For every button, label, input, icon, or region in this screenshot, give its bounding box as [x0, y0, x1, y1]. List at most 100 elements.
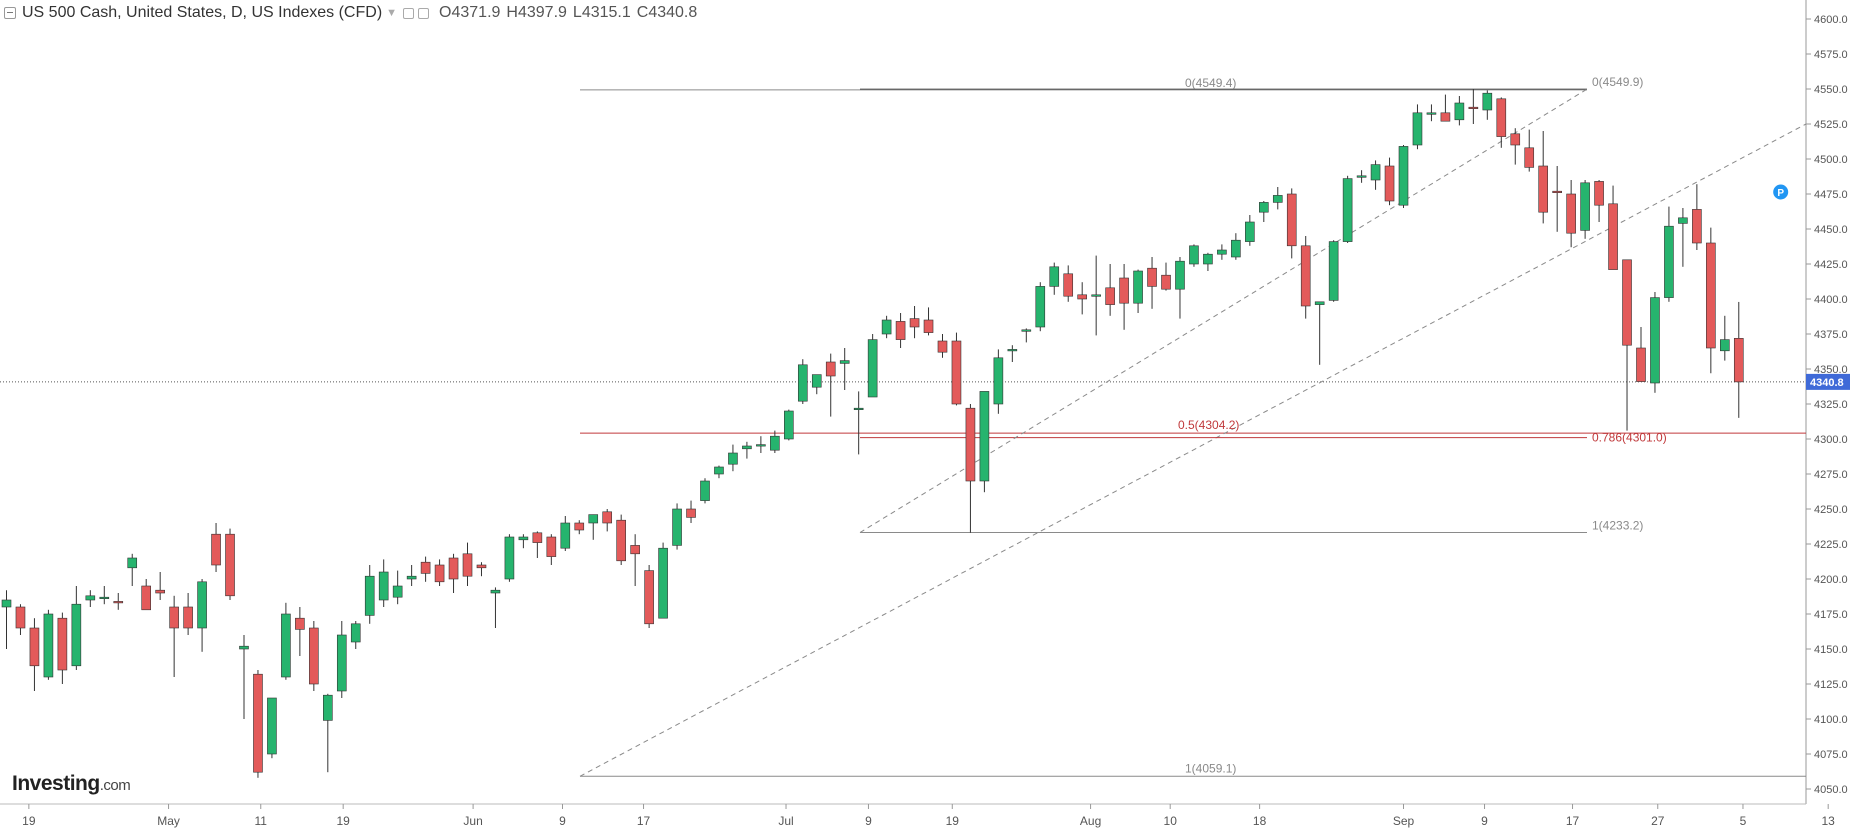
time-tick-label: 17 — [1566, 814, 1580, 828]
dropdown-caret-icon[interactable]: ▼ — [386, 7, 398, 19]
candle-body — [1580, 182, 1590, 231]
price-tick-label: 4425.0 — [1814, 259, 1848, 271]
investing-logo[interactable]: Investing.com — [12, 772, 131, 795]
candle-body — [574, 522, 585, 531]
candle-body — [700, 480, 710, 501]
price-tick-label: 4550.0 — [1814, 84, 1848, 96]
candle-body — [155, 589, 165, 594]
candle-body — [770, 435, 780, 451]
candle-body — [309, 627, 319, 685]
candle-body — [1538, 165, 1548, 213]
collapse-icon[interactable] — [4, 7, 16, 19]
settings-icon[interactable] — [403, 7, 415, 19]
candle-body — [756, 444, 766, 447]
symbol-title[interactable]: US 500 Cash, United States, D, US Indexe… — [22, 4, 383, 21]
time-tick-label: Jun — [463, 814, 482, 828]
candle-body — [1552, 190, 1562, 193]
candle-body — [267, 697, 277, 755]
fib-label: 0.786(4301.0) — [1592, 431, 1667, 445]
candle-body — [1105, 287, 1115, 305]
current-price-label: 4340.8 — [1810, 377, 1844, 389]
candle-body — [1733, 338, 1744, 383]
current-price-tag — [1806, 373, 1850, 390]
price-tick-label: 4100.0 — [1814, 714, 1848, 726]
candle-body — [169, 606, 179, 629]
candle-body — [1650, 297, 1660, 384]
candle-body — [1259, 202, 1269, 213]
candle-body — [127, 557, 138, 569]
price-tick-label: 4150.0 — [1814, 644, 1848, 656]
candle-body — [29, 627, 40, 667]
candle-body — [1300, 245, 1311, 307]
candle-body — [57, 617, 68, 671]
candle-body — [1217, 249, 1227, 255]
candle-body — [630, 545, 640, 555]
candle-body — [1063, 273, 1074, 297]
candle-body — [1370, 164, 1381, 181]
time-tick-label: 9 — [559, 814, 566, 828]
candle-body — [1496, 98, 1507, 137]
time-tick-label: 9 — [865, 814, 872, 828]
candle-body — [197, 581, 207, 629]
candle-body — [281, 613, 291, 678]
candle-body — [434, 564, 445, 583]
candle-body — [1007, 349, 1018, 352]
candle-body — [546, 536, 557, 557]
open-value: O4371.9 — [439, 4, 501, 21]
time-tick-label: 9 — [1481, 814, 1488, 828]
candle-body — [714, 466, 724, 475]
candle-body — [1440, 112, 1451, 122]
candle-body — [867, 339, 878, 398]
candle-body — [937, 340, 948, 353]
candle-body — [239, 645, 249, 650]
pivot-marker-label: P — [1777, 188, 1784, 199]
candle-body — [1286, 193, 1297, 247]
time-tick-label: 17 — [637, 814, 651, 828]
candle-body — [1077, 294, 1087, 300]
candle-body — [15, 606, 26, 629]
candle-body — [336, 634, 347, 692]
candle-body — [141, 585, 151, 611]
time-tick-label: May — [157, 814, 180, 828]
candle-body — [1468, 106, 1479, 109]
candle-body — [183, 606, 193, 629]
candle-body — [1203, 253, 1213, 265]
candle-body — [560, 522, 571, 549]
candle-body — [797, 364, 808, 402]
time-tick-label: 19 — [336, 814, 350, 828]
candle-body — [1524, 147, 1535, 168]
candle-body — [895, 321, 906, 340]
candle-body — [1692, 209, 1702, 244]
high-value: H4397.9 — [506, 4, 567, 21]
candle-body — [881, 319, 892, 335]
candle-body — [1706, 242, 1716, 349]
time-tick-label: 18 — [1253, 814, 1267, 828]
price-tick-label: 4525.0 — [1814, 119, 1848, 131]
candle-body — [323, 694, 333, 721]
candle-body — [211, 533, 221, 566]
close-icon[interactable] — [418, 7, 430, 19]
fib-label: 0.5(4304.2) — [1178, 418, 1239, 432]
time-tick-label: 27 — [1651, 814, 1665, 828]
candle-body — [518, 536, 529, 541]
candle-body — [378, 571, 389, 601]
candle-body — [965, 407, 976, 482]
candle-body — [728, 452, 738, 465]
price-tick-label: 4125.0 — [1814, 679, 1848, 691]
candle-body — [1720, 339, 1730, 352]
price-tick-label: 4575.0 — [1814, 49, 1848, 61]
candle-body — [742, 445, 752, 450]
candle-body — [839, 360, 850, 364]
candle-body — [71, 603, 82, 667]
price-tick-label: 4600.0 — [1814, 14, 1848, 26]
candle-body — [602, 511, 613, 524]
candle-body — [1119, 277, 1129, 304]
candle-body — [1664, 225, 1674, 298]
candle-body — [644, 570, 654, 625]
candle-body — [1021, 329, 1032, 332]
price-tick-label: 4175.0 — [1814, 609, 1848, 621]
candle-body — [85, 595, 96, 601]
price-tick-label: 4350.0 — [1814, 364, 1848, 376]
price-tick-label: 4275.0 — [1814, 469, 1848, 481]
